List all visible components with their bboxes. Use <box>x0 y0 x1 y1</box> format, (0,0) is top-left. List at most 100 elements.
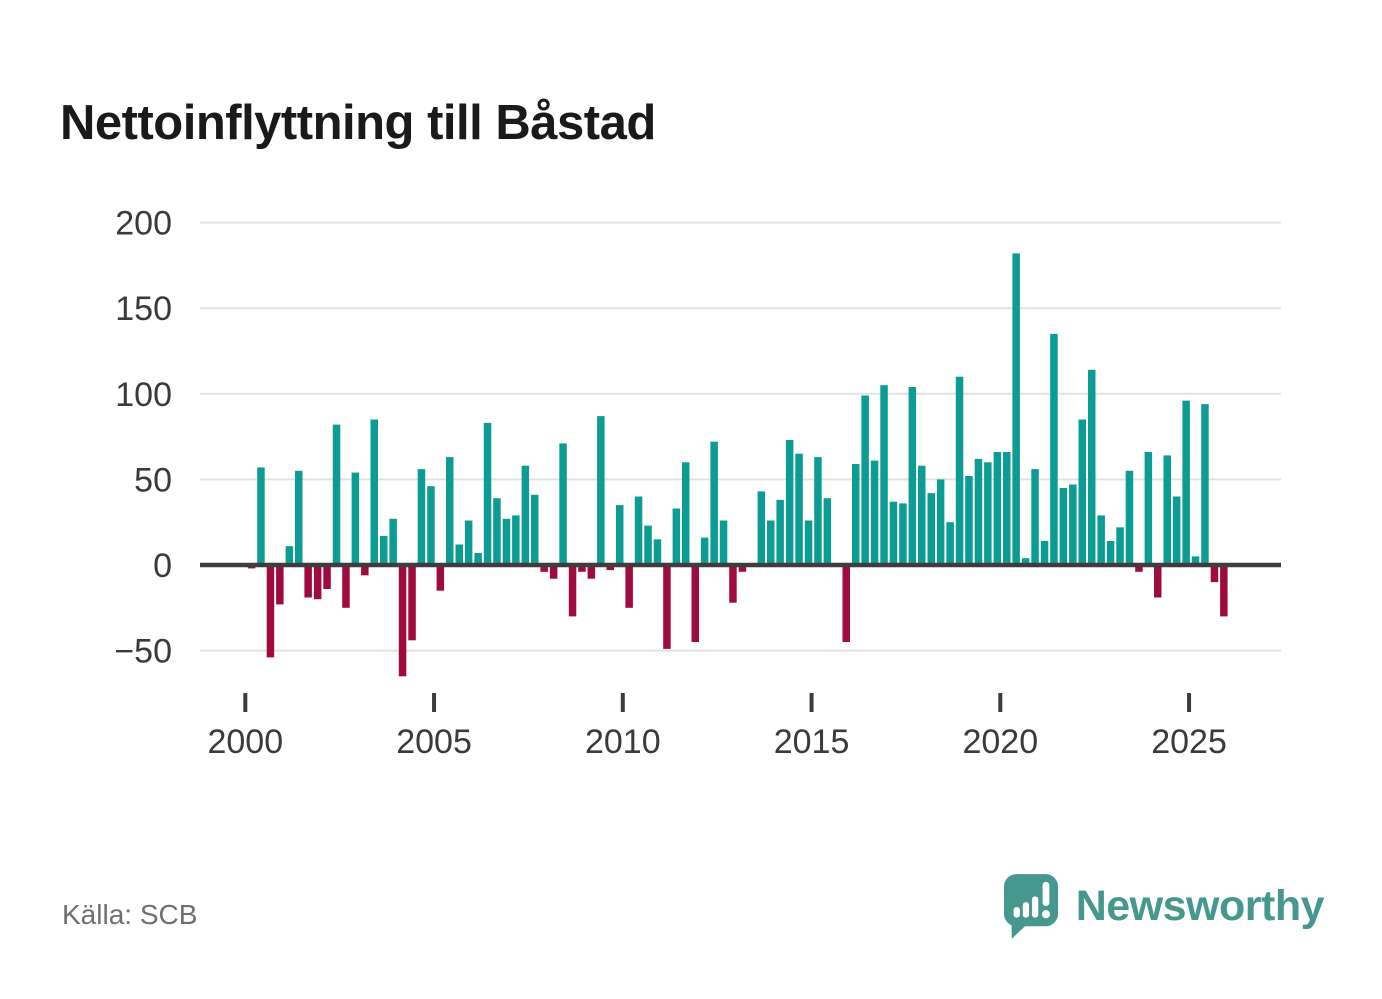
page-title: Nettoinflyttning till Båstad <box>60 95 656 150</box>
bar-2002-q2 <box>332 424 341 565</box>
bar-2023-q3 <box>1135 565 1143 572</box>
bar-2002-q1 <box>323 565 331 589</box>
bar-2025-q4 <box>1220 565 1228 617</box>
bar-2020-q1 <box>1003 452 1011 565</box>
bar-2014-q4 <box>804 520 813 565</box>
bar-2013-q4 <box>767 520 775 565</box>
bar-2025-q1 <box>1191 556 1200 565</box>
bar-2022-q4 <box>1106 541 1115 565</box>
y-tick-label-0: 0 <box>153 547 172 585</box>
bar-2009-q1 <box>587 565 596 579</box>
bar-2001-q2 <box>295 470 303 565</box>
bar-2018-q1 <box>927 493 935 565</box>
bar-2014-q1 <box>776 499 784 565</box>
bar-2012-q2 <box>710 441 718 565</box>
bar-2018-q3 <box>946 522 954 565</box>
bar-2021-q4 <box>1069 484 1077 565</box>
bar-2007-q1 <box>512 515 520 565</box>
y-tick-label-50: 50 <box>134 461 172 499</box>
bar-2003-q2 <box>370 419 378 565</box>
bar-2014-q2 <box>785 440 794 565</box>
bar-2003-q1 <box>361 565 369 576</box>
bar-2024-q1 <box>1154 565 1162 598</box>
bar-2019-q3 <box>984 462 992 565</box>
bar-2005-q4 <box>464 520 473 565</box>
bar-2021-q2 <box>1050 333 1058 565</box>
x-tick-label-2015: 2015 <box>774 723 850 761</box>
bar-2019-q1 <box>965 476 973 565</box>
bar-2004-q2 <box>408 565 416 641</box>
x-tick-label-2010: 2010 <box>585 723 661 761</box>
y-tick-label-100: 100 <box>115 376 172 414</box>
bar-2004-q4 <box>427 486 435 565</box>
bar-2018-q2 <box>936 479 945 565</box>
source-note: Källa: SCB <box>62 899 198 930</box>
bar-2014-q3 <box>795 453 803 565</box>
bar-2011-q4 <box>691 565 699 642</box>
bar-2004-q1 <box>398 565 407 677</box>
bar-2009-q3 <box>606 565 614 571</box>
bar-2010-q1 <box>625 565 633 608</box>
bar-2005-q2 <box>446 457 454 565</box>
bar-2000-q4 <box>276 565 284 605</box>
x-tick-label-2020: 2020 <box>962 723 1038 761</box>
bar-2012-q1 <box>700 537 709 565</box>
bar-2017-q2 <box>899 503 907 565</box>
bar-2016-q3 <box>870 460 879 565</box>
bar-2022-q1 <box>1078 419 1086 565</box>
bar-2016-q1 <box>852 464 860 565</box>
bar-2006-q4 <box>502 518 511 565</box>
bar-2024-q3 <box>1172 496 1181 565</box>
bar-2016-q2 <box>861 395 869 565</box>
bar-2004-q3 <box>417 469 426 565</box>
bar-2019-q2 <box>974 458 983 565</box>
x-tick-label-2005: 2005 <box>396 723 472 761</box>
bar-2008-q2 <box>559 443 567 565</box>
bar-2010-q4 <box>653 539 662 565</box>
bar-2020-q3 <box>1021 558 1030 565</box>
bar-2016-q4 <box>880 385 888 565</box>
bar-2010-q2 <box>634 496 643 565</box>
bar-2011-q2 <box>672 508 681 565</box>
bar-2005-q1 <box>436 565 445 591</box>
bar-2019-q4 <box>993 452 1002 565</box>
bar-2024-q4 <box>1182 400 1190 565</box>
bar-2012-q4 <box>729 565 737 603</box>
bar-2008-q4 <box>578 565 586 572</box>
bar-2008-q3 <box>568 565 577 617</box>
bar-2023-q1 <box>1116 527 1124 565</box>
bar-2025-q3 <box>1210 565 1219 583</box>
bar-2001-q4 <box>313 565 322 600</box>
bar-2000-q3 <box>266 565 275 658</box>
bar-2009-q2 <box>597 416 605 565</box>
bar-2006-q1 <box>474 553 482 565</box>
bar-2023-q2 <box>1125 470 1134 565</box>
bar-2007-q2 <box>521 465 530 565</box>
bar-2005-q3 <box>455 544 463 565</box>
bar-2011-q1 <box>663 565 671 649</box>
bar-2007-q4 <box>540 565 548 572</box>
bar-2015-q4 <box>842 565 850 642</box>
bar-2015-q2 <box>823 498 832 565</box>
bar-2020-q2 <box>1012 253 1020 565</box>
bar-2013-q3 <box>757 491 766 565</box>
x-tick-label-2000: 2000 <box>207 723 283 761</box>
newsworthy-wordmark: Newsworthy <box>1075 881 1325 930</box>
bar-2011-q3 <box>682 462 690 565</box>
bar-2003-q4 <box>389 518 397 565</box>
bar-2007-q3 <box>531 494 539 565</box>
y-tick-label-200: 200 <box>115 205 172 243</box>
bar-2008-q1 <box>549 565 558 579</box>
bar-2006-q3 <box>493 498 501 565</box>
bar-2022-q2 <box>1088 369 1096 565</box>
bar-2000-q2 <box>257 467 265 565</box>
bar-2013-q1 <box>738 565 747 572</box>
bar-2002-q4 <box>351 472 360 565</box>
bar-2015-q1 <box>814 457 822 565</box>
bar-2017-q4 <box>918 465 926 565</box>
bar-2001-q1 <box>285 546 294 565</box>
bar-2023-q4 <box>1144 452 1153 565</box>
bar-2002-q3 <box>342 565 350 608</box>
bar-2024-q2 <box>1163 455 1171 565</box>
